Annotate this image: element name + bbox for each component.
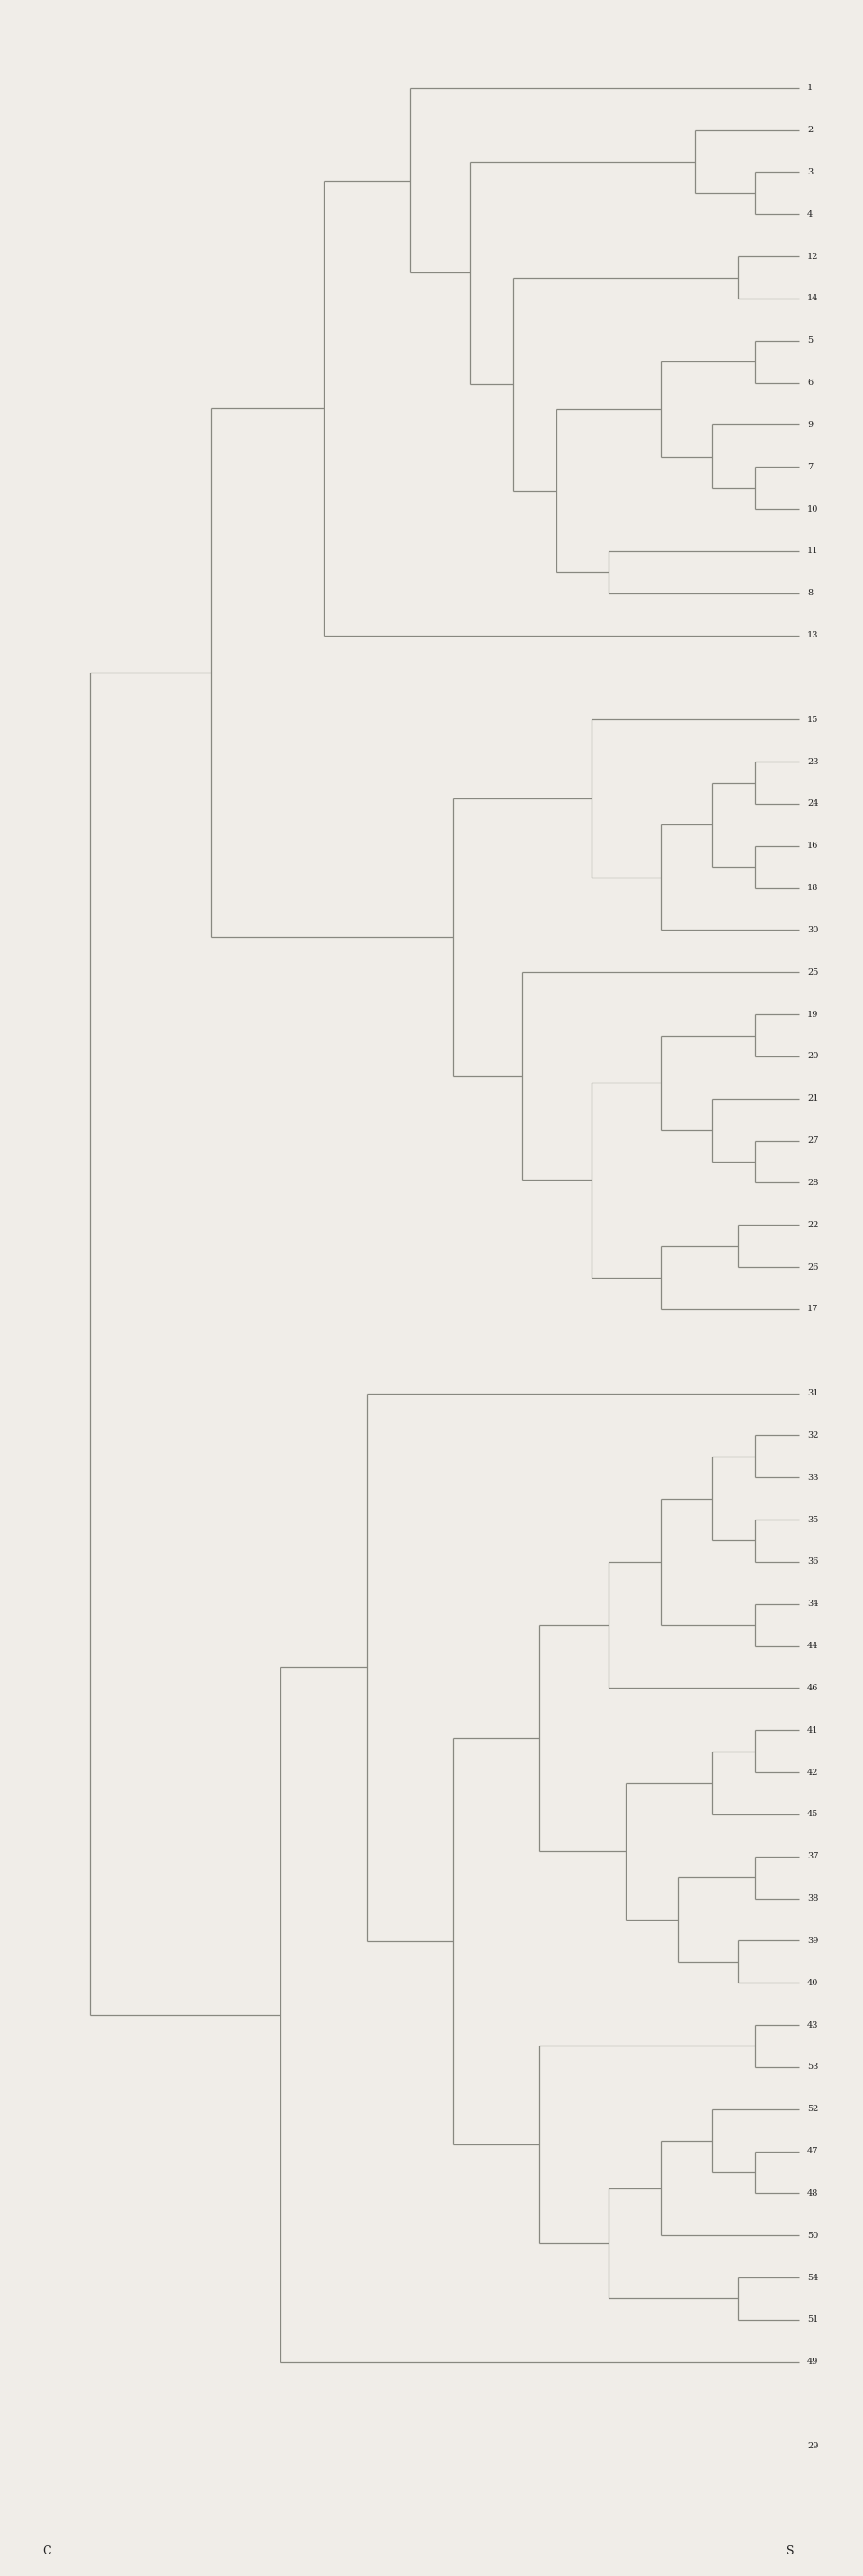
- Text: 35: 35: [808, 1515, 818, 1522]
- Text: 49: 49: [808, 2357, 818, 2365]
- Text: 20: 20: [808, 1054, 818, 1061]
- Text: 51: 51: [808, 2316, 818, 2324]
- Text: 15: 15: [808, 716, 818, 724]
- Text: 43: 43: [808, 2020, 819, 2030]
- Text: 52: 52: [808, 2105, 818, 2112]
- Text: 17: 17: [808, 1306, 819, 1314]
- Text: 48: 48: [808, 2190, 818, 2197]
- Text: 54: 54: [808, 2275, 818, 2282]
- Text: 41: 41: [808, 1726, 819, 1734]
- Text: 47: 47: [808, 2148, 819, 2156]
- Text: 5: 5: [808, 337, 813, 345]
- Text: 53: 53: [808, 2063, 818, 2071]
- Text: 16: 16: [808, 842, 818, 850]
- Text: 11: 11: [808, 546, 819, 556]
- Text: 18: 18: [808, 884, 818, 891]
- Text: 33: 33: [808, 1473, 819, 1481]
- Text: 19: 19: [808, 1010, 818, 1018]
- Text: 27: 27: [808, 1136, 819, 1144]
- Text: 37: 37: [808, 1852, 819, 1860]
- Text: 4: 4: [808, 211, 813, 219]
- Text: 40: 40: [808, 1978, 818, 1986]
- Text: 13: 13: [808, 631, 819, 639]
- Text: 22: 22: [808, 1221, 819, 1229]
- Text: 31: 31: [808, 1388, 819, 1396]
- Text: 14: 14: [808, 294, 819, 301]
- Text: 26: 26: [808, 1262, 818, 1270]
- Text: 6: 6: [808, 379, 813, 386]
- Text: 38: 38: [808, 1893, 818, 1904]
- Text: 24: 24: [808, 799, 819, 809]
- Text: 21: 21: [808, 1095, 819, 1103]
- Text: 28: 28: [808, 1180, 818, 1188]
- Text: 45: 45: [808, 1811, 818, 1819]
- Text: C: C: [42, 2545, 51, 2558]
- Text: 50: 50: [808, 2231, 818, 2239]
- Text: 3: 3: [808, 167, 813, 175]
- Text: 12: 12: [808, 252, 819, 260]
- Text: 34: 34: [808, 1600, 819, 1607]
- Text: 10: 10: [808, 505, 818, 513]
- Text: 25: 25: [808, 969, 818, 976]
- Text: 9: 9: [808, 420, 813, 428]
- Text: 23: 23: [808, 757, 819, 765]
- Text: 29: 29: [808, 2442, 818, 2450]
- Text: 44: 44: [808, 1641, 819, 1651]
- Text: 36: 36: [808, 1558, 818, 1566]
- Text: 2: 2: [808, 126, 813, 134]
- Text: 30: 30: [808, 925, 818, 935]
- Text: 39: 39: [808, 1937, 818, 1945]
- Text: 42: 42: [808, 1767, 819, 1777]
- Text: S: S: [786, 2545, 794, 2558]
- Text: 46: 46: [808, 1685, 818, 1692]
- Text: 8: 8: [808, 590, 813, 598]
- Text: 1: 1: [808, 85, 813, 93]
- Text: 32: 32: [808, 1432, 819, 1440]
- Text: 7: 7: [808, 464, 813, 471]
